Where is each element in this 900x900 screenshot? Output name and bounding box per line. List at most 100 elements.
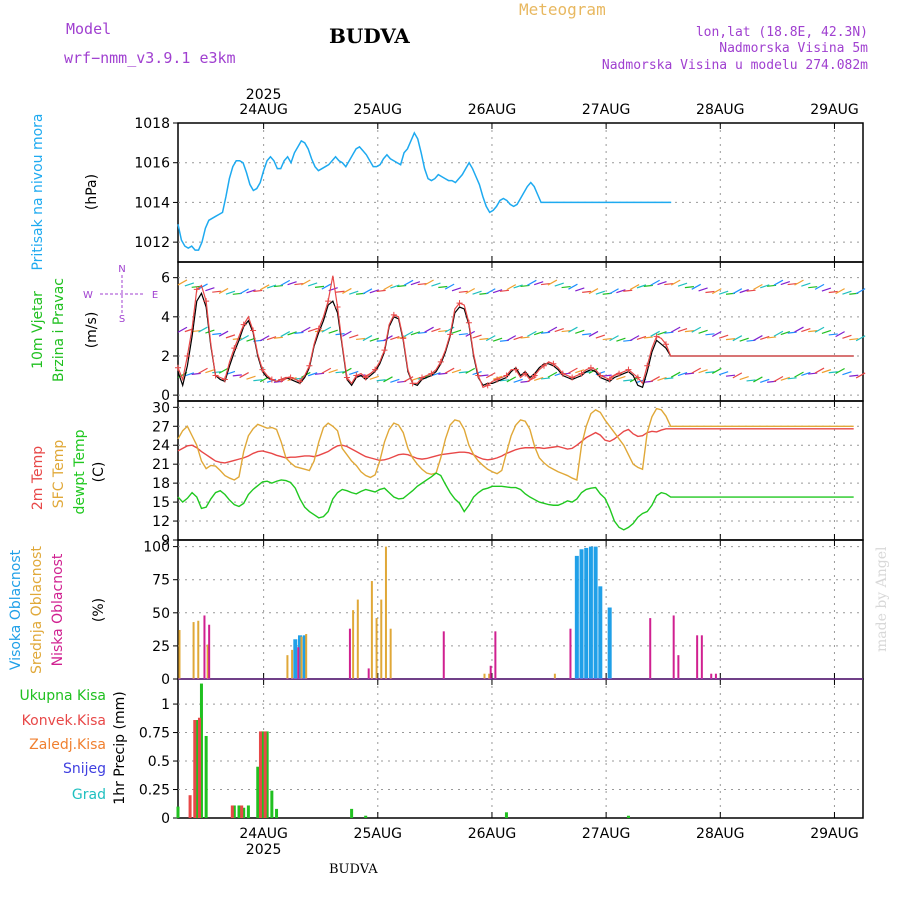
cloud-bar-0 bbox=[598, 586, 603, 679]
precip-bar-0 bbox=[195, 720, 199, 818]
wind-arrow bbox=[198, 283, 208, 290]
wind-arrow bbox=[383, 284, 393, 291]
wind-arrow bbox=[623, 289, 633, 292]
cloud-bar-2 bbox=[348, 628, 351, 679]
wind-arrow bbox=[773, 376, 784, 383]
wind-arrow bbox=[657, 376, 667, 381]
wind-gust-marker bbox=[390, 311, 397, 318]
wind-arrow bbox=[273, 336, 283, 339]
precip-bar-0 bbox=[176, 806, 180, 818]
wind-arrow bbox=[712, 288, 722, 295]
wind-arrow bbox=[835, 288, 845, 295]
wind-arrow bbox=[787, 377, 797, 380]
pressure-line bbox=[177, 131, 672, 251]
precip-bar-1 bbox=[240, 805, 244, 818]
cloud-bar-1 bbox=[375, 618, 378, 679]
wind-arrow bbox=[554, 328, 564, 333]
wind-gust-marker bbox=[240, 321, 247, 328]
wind-arrow bbox=[814, 367, 825, 374]
wind-arrow bbox=[801, 327, 811, 333]
wind-arrow bbox=[643, 336, 653, 339]
precip-legend-0: Ukupna Kisa bbox=[19, 688, 106, 704]
wind-arrow bbox=[301, 326, 311, 333]
wind-gust-marker bbox=[334, 304, 341, 311]
cloud-label-low: Niska Oblacnost bbox=[50, 553, 66, 666]
ytick-label-wind: 2 bbox=[161, 349, 170, 365]
wind-arrow bbox=[787, 282, 797, 286]
wind-arrow bbox=[691, 283, 702, 290]
temp-line-1 bbox=[177, 407, 854, 481]
wind-gust-marker bbox=[578, 370, 585, 377]
wind-arrow bbox=[287, 281, 297, 286]
cloud-bar-1 bbox=[206, 644, 209, 679]
wind-gust-marker bbox=[475, 372, 482, 379]
wind-arrow bbox=[540, 377, 551, 380]
precip-legend-2: Zaledj.Kisa bbox=[29, 737, 106, 753]
cloud-ylabel: (%) bbox=[91, 598, 107, 622]
wind-arrow bbox=[664, 282, 674, 286]
wind-arrow bbox=[849, 374, 859, 377]
ytick-label-pressure: 1016 bbox=[134, 156, 170, 172]
wind-arrow bbox=[424, 326, 434, 333]
wind-arrow bbox=[794, 371, 804, 378]
wind-arrow bbox=[760, 378, 770, 383]
wind-arrow bbox=[458, 333, 468, 336]
wind-arrow bbox=[184, 282, 195, 287]
xtick-label-bottom: 25AUG bbox=[354, 826, 403, 842]
wind-arrow bbox=[698, 369, 708, 374]
xtick-label-top: 28AUG bbox=[696, 102, 745, 118]
wind-arrow bbox=[753, 376, 763, 383]
wind-dir-e: E bbox=[152, 290, 158, 301]
wind-arrow bbox=[568, 283, 578, 290]
precip-legend-3: Snijeg bbox=[63, 761, 106, 777]
precip-ylabel: 1hr Precip (mm) bbox=[112, 691, 128, 804]
wind-arrow bbox=[780, 330, 790, 336]
wind-arrow bbox=[520, 336, 530, 339]
wind-arrow bbox=[513, 335, 523, 341]
cloud-bar-1 bbox=[192, 622, 195, 679]
wind-arrow bbox=[472, 290, 482, 295]
wind-arrow bbox=[691, 326, 702, 333]
wind-arrow bbox=[390, 336, 400, 341]
wind-arrow bbox=[225, 290, 236, 295]
wind-arrow bbox=[266, 284, 277, 289]
wind-gust-marker bbox=[569, 374, 576, 381]
wind-arrow bbox=[575, 329, 585, 334]
wind-ylabel: (m/s) bbox=[84, 312, 100, 349]
wind-arrow bbox=[712, 367, 722, 374]
wind-arrow bbox=[301, 279, 311, 286]
wind-arrow bbox=[397, 284, 407, 288]
wind-gust-marker bbox=[212, 372, 219, 379]
wind-arrow bbox=[307, 282, 318, 287]
wind-arrow bbox=[506, 335, 517, 342]
wind-arrow bbox=[794, 279, 804, 286]
wind-arrow bbox=[801, 282, 811, 287]
wind-arrow bbox=[773, 279, 784, 286]
cloud-bar-1 bbox=[356, 599, 359, 679]
cloud-bar-1 bbox=[197, 620, 200, 679]
wind-arrow bbox=[246, 289, 256, 294]
wind-arrow bbox=[684, 286, 694, 289]
wind-arrow bbox=[547, 279, 558, 286]
wind-arrow bbox=[773, 330, 784, 337]
cloud-bar-2 bbox=[569, 628, 572, 679]
wind-arrow bbox=[698, 287, 708, 292]
wind-arrow bbox=[349, 334, 359, 339]
wind-arrow bbox=[684, 329, 694, 333]
wind-gust-marker bbox=[362, 374, 369, 381]
cloud-bar-2 bbox=[442, 631, 445, 679]
wind-arrow bbox=[472, 334, 482, 339]
wind-gust-marker bbox=[494, 376, 501, 383]
cloud-bar-1 bbox=[483, 673, 486, 679]
wind-arrow bbox=[369, 375, 379, 380]
wind-arrow bbox=[403, 279, 414, 286]
pressure-ylabel: (hPa) bbox=[84, 174, 100, 210]
wind-arrow bbox=[287, 331, 297, 336]
wind-gust-marker bbox=[644, 362, 651, 369]
meteogram-label: Meteogram bbox=[519, 0, 606, 19]
wind-arrow bbox=[808, 286, 818, 289]
wind-arrow bbox=[828, 333, 838, 336]
wind-arrow bbox=[458, 371, 468, 374]
cloud-bar-0 bbox=[588, 546, 593, 679]
